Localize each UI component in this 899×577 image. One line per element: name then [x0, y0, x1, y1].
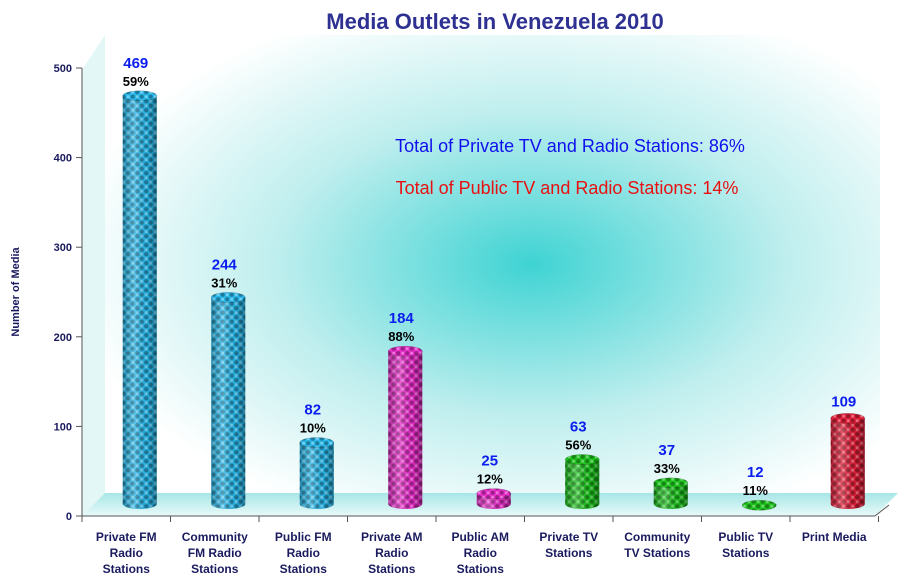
bar-shading — [565, 459, 600, 509]
bar-value-label: 25 — [481, 453, 498, 470]
y-axis-label: Number of Media — [10, 247, 22, 337]
y-axis-ticks: 0 100 200 300 400 500 — [54, 63, 82, 523]
x-tick-label: Private AM Radio Stations — [361, 530, 423, 576]
x-tick-label: Community TV Stations — [624, 530, 690, 560]
bar-shading — [299, 442, 334, 509]
x-tick-label-line: Private TV — [539, 530, 598, 544]
x-tick-label-line: Stations — [103, 562, 151, 576]
y-tick-label: 400 — [54, 153, 72, 165]
bar-top-pattern — [565, 454, 600, 465]
y-tick-label: 300 — [54, 242, 72, 254]
x-tick-label-line: Radio — [110, 546, 143, 560]
y-tick-label: 0 — [66, 511, 72, 523]
x-tick-label: Public AM Radio Stations — [451, 530, 509, 576]
bar-top-pattern — [830, 413, 865, 424]
x-tick-label: Print Media — [802, 530, 867, 544]
bar — [476, 488, 512, 509]
bar-top-pattern — [122, 90, 157, 101]
bar-value-label: 469 — [123, 55, 148, 72]
annotation-public-total: Total of Public TV and Radio Stations: 1… — [396, 178, 739, 198]
bar-percent-label: 88% — [388, 329, 414, 344]
x-tick-label-line: Stations — [368, 562, 416, 576]
bar-shading — [830, 418, 865, 509]
x-tick-label-line: Community — [624, 530, 690, 544]
x-tick-label-line: FM Radio — [188, 546, 242, 560]
bar — [299, 437, 335, 509]
bar — [387, 345, 423, 509]
bar — [653, 477, 689, 509]
x-tick-label: Community FM Radio Stations — [182, 530, 248, 576]
bar-shading — [122, 95, 157, 509]
bar-percent-label: 56% — [565, 438, 591, 453]
chart-title: Media Outlets in Venezuela 2010 — [326, 9, 663, 34]
bar-top-pattern — [388, 346, 423, 357]
x-tick-label-line: Radio — [464, 546, 497, 560]
bar-top-pattern — [299, 437, 334, 448]
bar-value-label: 63 — [570, 419, 587, 436]
bar-value-label: 244 — [212, 256, 238, 273]
bar-shading — [388, 351, 423, 509]
bar-percent-label: 11% — [743, 483, 769, 498]
x-tick-label-line: Stations — [457, 562, 505, 576]
x-tick-label: Private TV Stations — [539, 530, 598, 560]
bar-value-label: 184 — [389, 310, 415, 327]
bar — [830, 413, 866, 509]
bar-top-pattern — [742, 500, 777, 511]
x-tick-label-line: Private FM — [96, 530, 157, 544]
x-tick-label-line: Public FM — [275, 530, 332, 544]
x-tick-label-line: Private AM — [361, 530, 423, 544]
x-tick-label-line: Radio — [375, 546, 408, 560]
bar-shading — [653, 482, 688, 509]
bar-value-label: 37 — [658, 442, 675, 459]
bar-value-label: 12 — [747, 464, 764, 481]
bar-value-label: 82 — [304, 402, 321, 419]
x-tick-label-line: Print Media — [802, 530, 867, 544]
x-axis-depth-line — [874, 504, 890, 517]
bar-percent-label: 59% — [123, 74, 149, 89]
bar-top-pattern — [211, 292, 246, 303]
x-tick-label-line: Public TV — [718, 530, 773, 544]
plot-back-wall — [105, 35, 880, 493]
x-tick-label-line: Public AM — [451, 530, 509, 544]
bar-percent-label: 31% — [211, 275, 237, 290]
x-tick-label: Public FM Radio Stations — [275, 530, 332, 576]
y-tick-label: 200 — [54, 332, 72, 344]
bar-percent-label: 33% — [654, 461, 680, 476]
x-tick-label: Private FM Radio Stations — [96, 530, 157, 576]
bar-percent-label: 10% — [300, 421, 326, 436]
x-tick-label: Public TV Stations — [718, 530, 773, 560]
bar-percent-label: 12% — [477, 472, 503, 487]
bar-top-pattern — [476, 488, 511, 499]
bar — [741, 499, 777, 511]
x-tick-label-line: Stations — [722, 546, 770, 560]
bar-shading — [211, 297, 246, 509]
plot-side-wall — [82, 35, 105, 516]
x-axis-ticks: Private FM Radio Stations Community FM Radio… — [81, 516, 879, 576]
bar-top-pattern — [653, 477, 688, 488]
x-tick-label-line: Stations — [191, 562, 239, 576]
annotation-private-total: Total of Private TV and Radio Stations: … — [395, 136, 745, 156]
y-tick-label: 500 — [54, 63, 72, 75]
y-tick-label: 100 — [54, 421, 72, 433]
bar-value-label: 109 — [831, 393, 856, 410]
x-tick-label-line: Community — [182, 530, 248, 544]
bars: 469 59% 244 31% 82 10% 184 88% 25 12% 63 56% 37 33% 12… — [122, 55, 866, 511]
x-tick-label-line: Stations — [545, 546, 593, 560]
x-tick-label-line: TV Stations — [624, 546, 690, 560]
x-tick-label-line: Radio — [287, 546, 320, 560]
x-tick-label-line: Stations — [280, 562, 328, 576]
bar — [122, 90, 158, 509]
bar — [564, 454, 600, 509]
bar — [210, 292, 246, 509]
